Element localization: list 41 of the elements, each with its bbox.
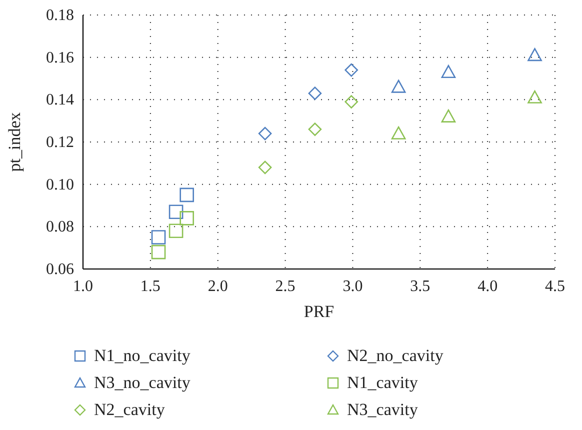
point <box>168 224 184 238</box>
point <box>441 65 456 78</box>
legend-label: N2_no_cavity <box>347 346 444 365</box>
y-tick-label: 0.12 <box>46 134 74 151</box>
point <box>391 126 406 140</box>
y-tick-label: 0.10 <box>46 176 74 194</box>
point <box>258 126 272 140</box>
y-tick-label: 0.08 <box>46 218 74 236</box>
legend-label: N3_no_cavity <box>94 373 191 392</box>
y-tick-label: 0.16 <box>46 49 74 66</box>
x-tick-label: 2.0 <box>208 278 228 295</box>
point <box>391 80 406 93</box>
point <box>308 122 322 136</box>
point <box>180 188 194 202</box>
y-tick-label: 0.14 <box>46 92 74 109</box>
y-tick-label: 0.06 <box>46 261 74 278</box>
legend-label: N2_cavity <box>94 400 166 419</box>
point <box>151 244 166 260</box>
legend-label: N3_cavity <box>347 400 418 419</box>
legend-label: N1_cavity <box>347 373 418 392</box>
x-tick-label: 3.5 <box>410 278 430 295</box>
y-tick-label: 0.18 <box>46 7 74 24</box>
x-axis-title: PRF <box>304 302 334 321</box>
x-tick-label: 4.0 <box>478 278 498 295</box>
point <box>151 230 166 244</box>
point <box>168 204 184 219</box>
x-tick-label: 1.5 <box>140 278 160 295</box>
point <box>308 86 322 100</box>
point <box>258 160 272 174</box>
x-tick-label: 2.5 <box>275 278 296 295</box>
x-tick-label: 1.0 <box>73 278 93 295</box>
x-tick-label: 3.0 <box>342 278 363 295</box>
point <box>344 63 358 77</box>
y-axis-title: pt_index <box>5 112 24 172</box>
point <box>441 109 456 122</box>
legend-label: N1_no_cavity <box>94 346 191 365</box>
x-tick-label: 4.5 <box>545 278 565 295</box>
point <box>344 95 358 108</box>
point <box>528 48 542 62</box>
point <box>528 90 542 104</box>
point <box>180 211 194 226</box>
